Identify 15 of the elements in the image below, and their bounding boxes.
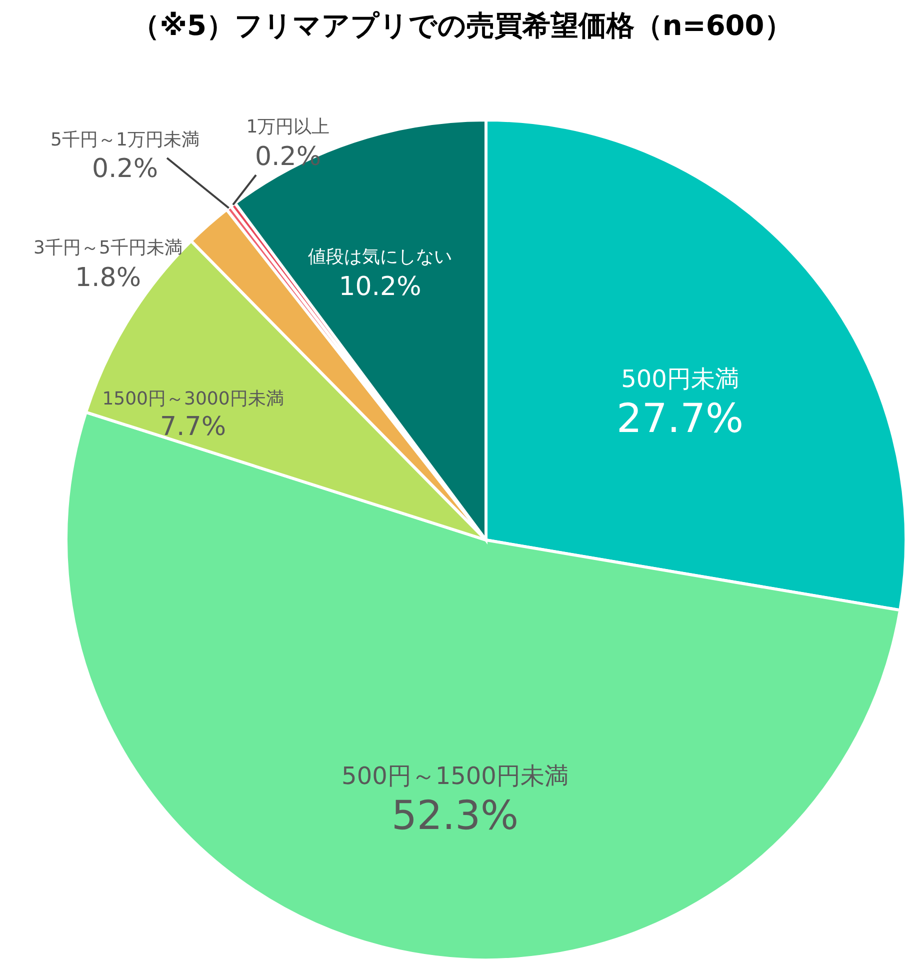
slice-label: 値段は気にしない <box>308 246 452 268</box>
slice-label: 1500円～3000円未満 <box>102 388 284 410</box>
data-label: 27.7% <box>616 396 744 442</box>
slice-label: 500円～1500円未満 <box>342 762 568 790</box>
data-label: 0.2% <box>254 142 322 172</box>
data-label: 10.2% <box>338 272 422 302</box>
slice-label: 1万円以上 <box>246 116 330 138</box>
data-label: 0.2% <box>92 154 158 184</box>
slice-label: 5千円～1万円未満 <box>50 130 200 150</box>
chart-title: （※5）フリマアプリでの売買希望価格（n=600） <box>130 8 794 44</box>
data-label: 52.3% <box>391 793 519 839</box>
slice-label: 3千円～5千円未満 <box>34 238 182 258</box>
data-label: 1.8% <box>74 263 142 293</box>
slice-label: 500円未満 <box>621 365 739 393</box>
data-label: 7.7% <box>160 412 226 442</box>
